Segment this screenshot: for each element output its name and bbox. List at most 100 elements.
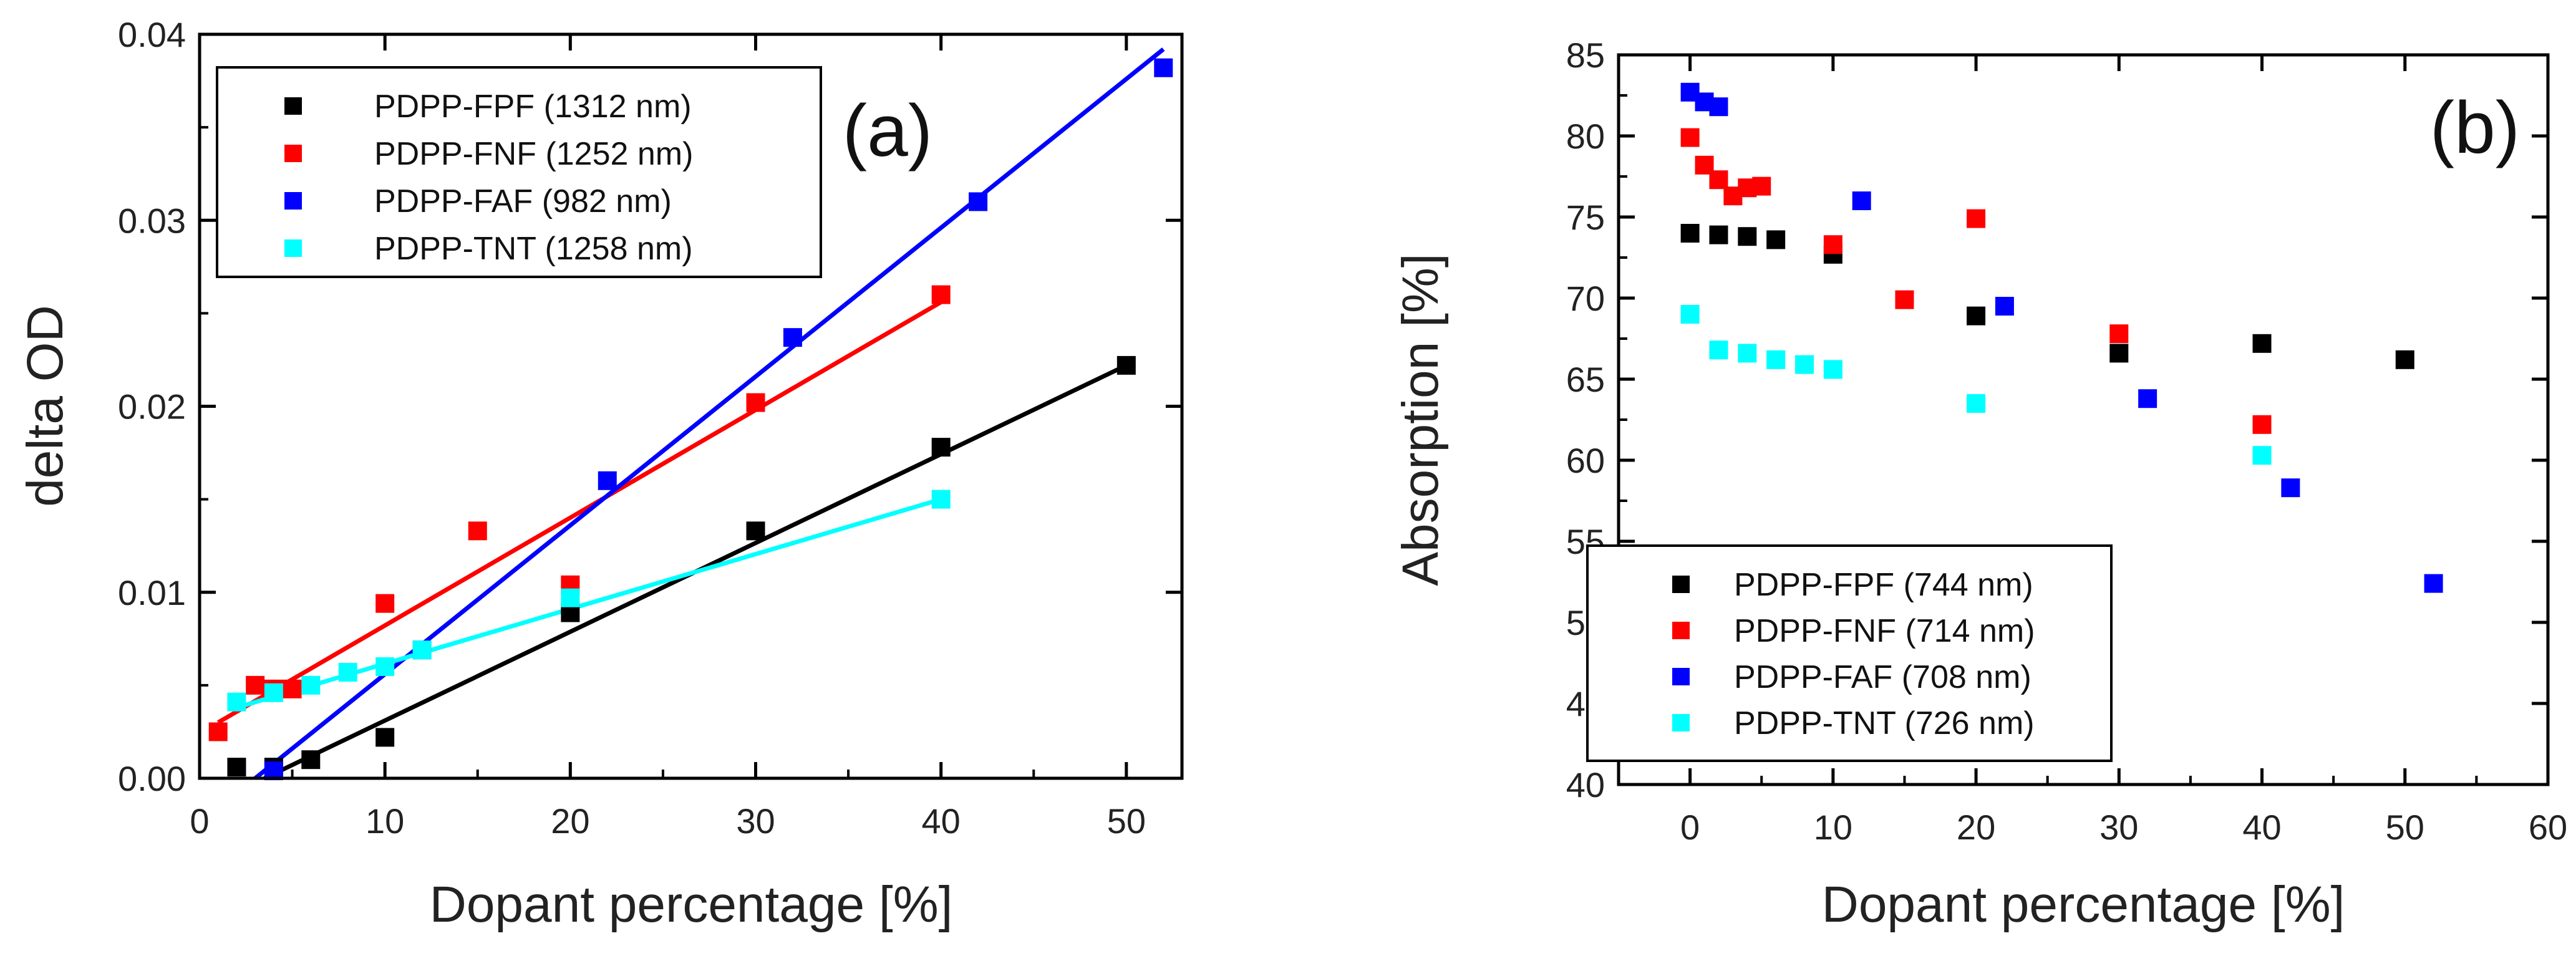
data-point <box>1823 360 1842 379</box>
data-point <box>264 683 283 702</box>
y-tick-label: 0.01 <box>118 573 186 612</box>
data-point <box>969 192 988 211</box>
x-tick-label: 0 <box>1680 808 1700 847</box>
data-point <box>1752 176 1771 196</box>
y-tick-label: 60 <box>1566 441 1605 480</box>
data-point <box>561 588 580 607</box>
x-axis-title: Dopant percentage [%] <box>1822 876 2345 933</box>
y-tick-label: 80 <box>1566 117 1605 156</box>
x-tick-label: 10 <box>1814 808 1852 847</box>
data-point <box>2424 574 2443 593</box>
data-point <box>1709 170 1728 190</box>
panel-label: (b) <box>2430 87 2520 169</box>
panel-a-chart: 0 10 20 30 40 50 0.00 0.01 0.02 0.03 0.04 Dopant pe… <box>17 15 1184 933</box>
data-point <box>2109 324 2129 344</box>
data-point <box>1709 340 1728 360</box>
data-point <box>2109 344 2129 363</box>
panel-b-chart: 0 10 20 30 40 50 6040455055606570758085Dopant … <box>1392 36 2567 933</box>
data-point <box>1967 209 1986 228</box>
data-point <box>1766 350 1786 369</box>
data-point <box>246 675 265 695</box>
legend-marker <box>1672 622 1690 639</box>
legend-marker <box>284 145 302 162</box>
data-point <box>227 758 246 777</box>
legend-entry: PDPP-FPF (1312 nm) <box>374 89 692 125</box>
x-tick-label: 0 <box>190 801 209 841</box>
data-point <box>2252 415 2272 434</box>
data-point <box>1709 97 1728 117</box>
data-point <box>1680 128 1700 147</box>
legend-marker <box>284 192 302 210</box>
x-tick-label: 40 <box>922 801 961 841</box>
x-tick-label: 50 <box>1107 801 1146 841</box>
data-point <box>1766 230 1786 249</box>
y-axis-title: Absorption [%] <box>1392 253 1449 586</box>
data-point <box>598 471 617 490</box>
y-tick-label: 0.00 <box>118 759 186 798</box>
data-point <box>283 679 302 698</box>
y-tick-label: 40 <box>1566 765 1605 804</box>
x-tick-label: 40 <box>2242 808 2281 847</box>
data-point <box>1154 58 1173 77</box>
x-tick-label: 50 <box>2386 808 2424 847</box>
x-tick-label: 20 <box>551 801 589 841</box>
y-tick-label: 0.03 <box>118 201 186 240</box>
x-tick-label: 30 <box>736 801 775 841</box>
data-point <box>746 521 765 541</box>
data-point <box>931 285 951 304</box>
legend-entry: PDPP-TNT (726 nm) <box>1734 705 2035 741</box>
data-point <box>1680 224 1700 243</box>
legend-marker <box>1672 576 1690 593</box>
data-point <box>375 594 395 613</box>
legend-marker <box>1672 714 1690 731</box>
data-point <box>1967 394 1986 413</box>
data-point <box>375 728 395 747</box>
y-tick-label: 65 <box>1566 360 1605 399</box>
legend-entry: PDPP-FNF (714 nm) <box>1734 613 2035 649</box>
data-point <box>1995 297 2014 316</box>
data-point <box>1967 306 1986 326</box>
data-point <box>1852 191 1871 210</box>
legend-entry: PDPP-FAF (708 nm) <box>1734 659 2031 695</box>
data-point <box>2252 446 2272 465</box>
legend-entry: PDPP-FNF (1252 nm) <box>374 136 693 172</box>
data-point <box>1738 227 1757 246</box>
y-tick-label: 0.04 <box>118 15 186 54</box>
y-axis-title: delta OD <box>17 305 74 507</box>
data-point <box>1116 355 1136 375</box>
y-tick-label: 70 <box>1566 279 1605 318</box>
legend-entry: PDPP-TNT (1258 nm) <box>374 231 693 267</box>
x-axis-title: Dopant percentage [%] <box>430 876 953 933</box>
data-point <box>227 692 246 712</box>
x-tick-label: 60 <box>2529 808 2567 847</box>
legend-marker <box>284 239 302 257</box>
legend-entry: PDPP-FAF (982 nm) <box>374 183 672 220</box>
data-point <box>1709 225 1728 244</box>
data-point <box>468 521 487 541</box>
legend-marker <box>284 97 302 115</box>
x-tick-label: 10 <box>366 801 404 841</box>
y-tick-label: 75 <box>1566 198 1605 237</box>
data-point <box>412 640 432 660</box>
data-point <box>301 750 321 770</box>
data-point <box>1895 290 1914 309</box>
y-tick-label: 0.02 <box>118 387 186 427</box>
data-point <box>783 328 802 347</box>
data-point <box>2252 334 2272 353</box>
data-point <box>1680 305 1700 324</box>
panel-label: (a) <box>843 90 932 172</box>
y-tick-label: 85 <box>1566 36 1605 75</box>
legend-marker <box>1672 668 1690 685</box>
data-point <box>2138 389 2157 408</box>
data-point <box>301 675 321 695</box>
data-point <box>746 393 765 412</box>
data-point <box>2281 478 2300 498</box>
x-tick-label: 20 <box>1957 808 1995 847</box>
data-point <box>208 722 228 741</box>
data-point <box>1738 344 1757 363</box>
data-point <box>2395 350 2414 369</box>
data-point <box>1795 355 1814 374</box>
data-point <box>931 438 951 457</box>
legend-entry: PDPP-FPF (744 nm) <box>1734 567 2033 603</box>
